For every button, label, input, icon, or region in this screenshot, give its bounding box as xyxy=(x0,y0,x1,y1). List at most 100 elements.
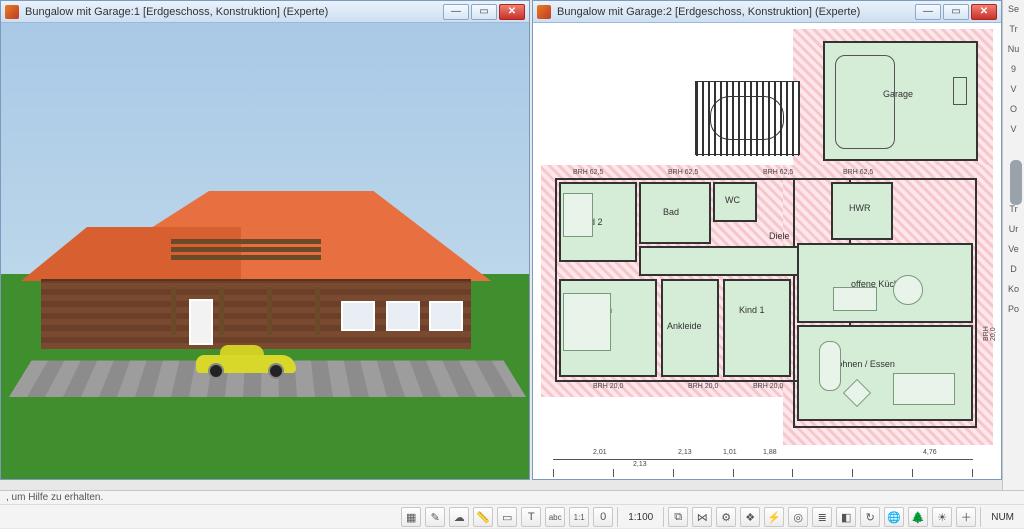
scale-label[interactable]: 1:100 xyxy=(622,512,659,523)
window-3d-1 xyxy=(341,301,375,331)
separator xyxy=(617,507,618,527)
tool-1to1-icon[interactable]: 1:1 xyxy=(569,507,589,527)
label-diele: Diele xyxy=(769,231,790,241)
tool-sun-icon[interactable]: ☀ xyxy=(932,507,952,527)
minimize-button[interactable]: — xyxy=(915,4,941,20)
furniture-sofa xyxy=(819,341,841,391)
brh-label: BRH 20,0 xyxy=(753,383,783,390)
tool-plus-icon[interactable]: ＋ xyxy=(956,507,976,527)
right-panel: Se Tr Nu 9 V O V Tr Ur Ve D Ko Po xyxy=(1002,0,1024,490)
furniture-sofa2 xyxy=(893,373,955,405)
hot-tub xyxy=(710,96,784,140)
panel-item[interactable]: Ve xyxy=(1008,244,1019,254)
panel-item[interactable]: Nu xyxy=(1008,44,1020,54)
house-3d xyxy=(41,229,471,349)
dim: 4,76 xyxy=(923,449,937,456)
dim-line xyxy=(553,459,973,460)
maximize-button[interactable]: ▭ xyxy=(943,4,969,20)
separator xyxy=(663,507,664,527)
panel-item[interactable]: Tr xyxy=(1009,24,1017,34)
tool-link-icon[interactable]: ⋈ xyxy=(692,507,712,527)
tool-abc-icon[interactable]: abc xyxy=(545,507,565,527)
brh-label: BRH 20,0 xyxy=(983,319,997,341)
pergola xyxy=(171,239,321,287)
panel-item[interactable]: Tr xyxy=(1009,204,1017,214)
brh-label: BRH 20,0 xyxy=(593,383,623,390)
panel-item[interactable]: O xyxy=(1010,104,1017,114)
garage-car-outline xyxy=(835,55,895,149)
panel-item[interactable]: Ko xyxy=(1008,284,1019,294)
dim: 2,13 xyxy=(678,449,692,456)
panel-item[interactable]: Po xyxy=(1008,304,1019,314)
tool-target-icon[interactable]: ◎ xyxy=(788,507,808,527)
statusbar: , um Hilfe zu erhalten. ▦ ✎ ☁ 📏 ▭ T abc … xyxy=(0,490,1024,528)
tool-tree-icon[interactable]: 🌲 xyxy=(908,507,928,527)
tool-zero-icon[interactable]: 0 xyxy=(593,507,613,527)
dim: 2,13 xyxy=(633,461,647,468)
tool-ruler-icon[interactable]: 📏 xyxy=(473,507,493,527)
furniture-bed-schlafen xyxy=(563,293,611,351)
panel-item[interactable]: 9 xyxy=(1011,64,1016,74)
tool-leaf-icon[interactable]: ❖ xyxy=(740,507,760,527)
tool-earth-icon[interactable]: 🌐 xyxy=(884,507,904,527)
bike-icon xyxy=(953,77,967,105)
tool-layers-icon[interactable]: ≣ xyxy=(812,507,832,527)
car-3d xyxy=(196,343,296,379)
scroll-thumb[interactable] xyxy=(1010,160,1022,205)
furniture-counter xyxy=(833,287,877,311)
brh-label: BRH 62,5 xyxy=(763,169,793,176)
label-hwr: HWR xyxy=(849,203,871,213)
close-button[interactable]: ✕ xyxy=(499,4,525,20)
workspace: Bungalow mit Garage:1 [Erdgeschoss, Kons… xyxy=(0,0,1002,490)
tool-bolt-icon[interactable]: ⚡ xyxy=(764,507,784,527)
tool-text-icon[interactable]: T xyxy=(521,507,541,527)
separator xyxy=(980,507,981,527)
window-3d-3 xyxy=(429,301,463,331)
brh-label: BRH 62,5 xyxy=(843,169,873,176)
panel-item[interactable]: Se xyxy=(1008,4,1019,14)
door-3d xyxy=(189,299,213,345)
tool-box-icon[interactable]: ▭ xyxy=(497,507,517,527)
label-kind1: Kind 1 xyxy=(739,305,765,315)
tool-cloud-icon[interactable]: ☁ xyxy=(449,507,469,527)
titlebar-left[interactable]: Bungalow mit Garage:1 [Erdgeschoss, Kons… xyxy=(1,1,529,23)
tool-copy-icon[interactable]: ⧉ xyxy=(668,507,688,527)
app-icon xyxy=(537,5,551,19)
tool-cube-icon[interactable]: ◧ xyxy=(836,507,856,527)
close-button[interactable]: ✕ xyxy=(971,4,997,20)
tool-grid-icon[interactable]: ▦ xyxy=(401,507,421,527)
label-wc: WC xyxy=(725,195,740,205)
deck xyxy=(695,81,800,155)
maximize-button[interactable]: ▭ xyxy=(471,4,497,20)
minimize-button[interactable]: — xyxy=(443,4,469,20)
brh-label: BRH 62,5 xyxy=(668,169,698,176)
furniture-bed-kind2 xyxy=(563,193,593,237)
dim-ticks xyxy=(553,469,973,477)
help-text: , um Hilfe zu erhalten. xyxy=(6,492,103,503)
titlebar-right[interactable]: Bungalow mit Garage:2 [Erdgeschoss, Kons… xyxy=(533,1,1001,23)
viewport-plan[interactable]: Garage Kind 2 Bad WC HWR Diele Schlafen xyxy=(533,23,1001,479)
dim: 2,01 xyxy=(593,449,607,456)
window-title-right: Bungalow mit Garage:2 [Erdgeschoss, Kons… xyxy=(557,6,915,18)
panel-item[interactable]: V xyxy=(1010,84,1016,94)
panel-item[interactable]: V xyxy=(1010,124,1016,134)
window-3d-view: Bungalow mit Garage:1 [Erdgeschoss, Kons… xyxy=(0,0,530,480)
window-title-left: Bungalow mit Garage:1 [Erdgeschoss, Kons… xyxy=(25,6,443,18)
bottom-toolbar: ▦ ✎ ☁ 📏 ▭ T abc 1:1 0 1:100 ⧉ ⋈ ⚙ ❖ ⚡ ◎ … xyxy=(0,505,1024,529)
window-3d-2 xyxy=(386,301,420,331)
dim: 1,01 xyxy=(723,449,737,456)
app-icon xyxy=(5,5,19,19)
tool-rotate-icon[interactable]: ↻ xyxy=(860,507,880,527)
room-kind1 xyxy=(723,279,791,377)
viewport-3d[interactable] xyxy=(1,23,529,479)
panel-item[interactable]: D xyxy=(1010,264,1017,274)
tool-pencil-icon[interactable]: ✎ xyxy=(425,507,445,527)
dim: 1,88 xyxy=(763,449,777,456)
brh-label: BRH 20,0 xyxy=(688,383,718,390)
furniture-table-round xyxy=(893,275,923,305)
tool-gear-icon[interactable]: ⚙ xyxy=(716,507,736,527)
window-floorplan: Bungalow mit Garage:2 [Erdgeschoss, Kons… xyxy=(532,0,1002,480)
label-ankleide: Ankleide xyxy=(667,321,702,331)
brh-label: BRH 62,5 xyxy=(573,169,603,176)
panel-item[interactable]: Ur xyxy=(1009,224,1019,234)
